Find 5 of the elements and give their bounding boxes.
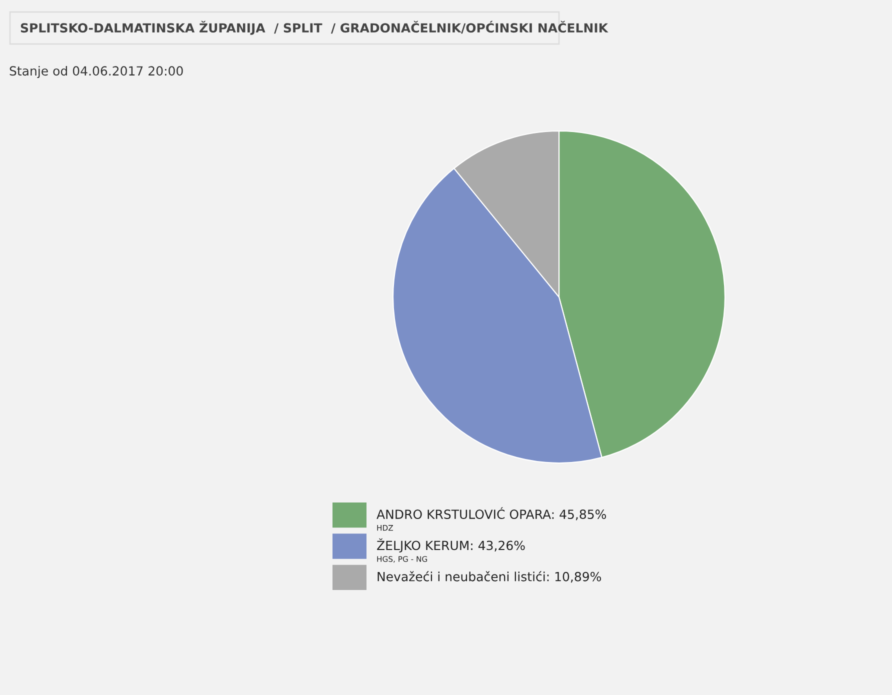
- chart-title: SPLITSKO-DALMATINSKA ŽUPANIJA / SPLIT / GRADONAČELNIK/OPĆINSKI NAČELNIK: [20, 20, 608, 35]
- legend-label: Nevažeći i neubačeni listići: 10,89%: [378, 571, 602, 583]
- legend-label: ANDRO KRSTULOVIĆ OPARA: 45,85%: [376, 507, 606, 520]
- legend-label: ŽELJKO KERUM: 43,26%: [377, 538, 525, 552]
- text: Stanje od 04.06.2017 20:00: [10, 66, 183, 78]
